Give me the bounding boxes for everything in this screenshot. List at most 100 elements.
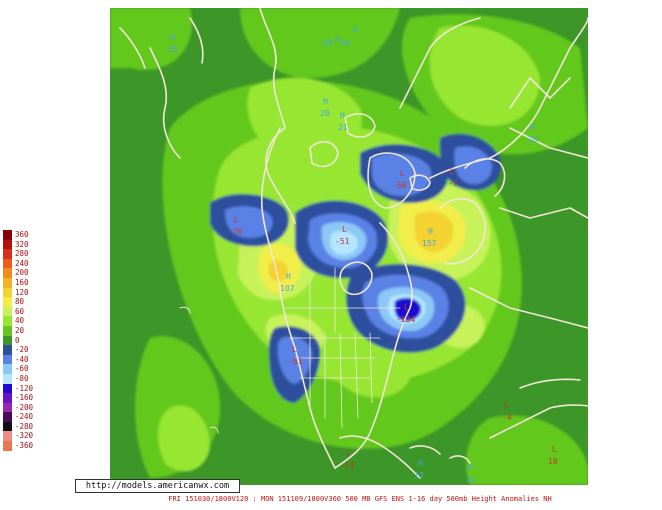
legend-label: -80 — [15, 373, 29, 383]
legend-label: 360 — [15, 230, 29, 239]
legend-swatch — [3, 316, 12, 326]
legend-label: -40 — [15, 354, 29, 364]
legend-swatch — [3, 230, 12, 240]
low-center-marker: L — [342, 225, 347, 234]
legend-entry: -360 — [3, 441, 37, 451]
color-legend: 360 320 280 240 200 160 120 80 60 40 20 0 -20 -40 -60-… — [3, 230, 37, 451]
low-center-value: -58 — [392, 181, 407, 190]
legend-label: 240 — [15, 258, 29, 268]
legend-entry: 280 — [3, 249, 37, 259]
legend-swatch — [3, 402, 12, 413]
source-credit: http://models.americanwx.com — [75, 479, 240, 493]
legend-label: -120 — [15, 383, 34, 393]
legend-swatch — [3, 335, 12, 346]
legend-entry: -20 — [3, 345, 37, 355]
legend-swatch — [3, 441, 12, 451]
legend-label: 320 — [15, 239, 29, 249]
high-center-marker: H — [340, 111, 345, 120]
legend-label: -60 — [15, 364, 29, 374]
legend-label: 280 — [15, 249, 29, 259]
low-center-value: -134 — [396, 315, 415, 324]
legend-entry: -280 — [3, 421, 37, 432]
high-center-marker: H — [530, 123, 535, 132]
legend-label: -280 — [15, 421, 34, 431]
low-center-marker: L — [400, 169, 405, 178]
legend-swatch — [3, 306, 12, 317]
legend-label: 80 — [15, 297, 25, 307]
legend-swatch — [3, 287, 12, 298]
high-center-value: 26 — [528, 135, 538, 144]
low-center-value: 10 — [548, 457, 558, 466]
legend-label: -240 — [15, 412, 34, 422]
low-center-marker: L — [404, 303, 409, 312]
high-center-value: 107 — [280, 284, 295, 293]
pressure-center-labels: H 107 H 157 H 20 H 21 H 19 H 19 H 26 H 1… — [168, 25, 558, 484]
legend-entry: 240 — [3, 258, 37, 269]
anomaly-contours — [110, 8, 588, 485]
legend-entry: 40 — [3, 316, 37, 326]
legend-label: -200 — [15, 402, 34, 412]
high-center-marker: H — [353, 25, 358, 34]
legend-swatch — [3, 393, 12, 403]
legend-entry: 20 — [3, 325, 37, 336]
legend-entry: 0 — [3, 335, 37, 346]
high-center-marker: H — [170, 33, 175, 42]
legend-swatch — [3, 364, 12, 374]
low-center-marker: L — [346, 449, 351, 458]
legend-label: 20 — [15, 325, 25, 335]
high-center-value: 11 — [466, 475, 476, 484]
anomaly-map: H 107 H 157 H 20 H 21 H 19 H 19 H 26 H 1… — [110, 8, 588, 485]
low-center-value: -51 — [288, 357, 303, 366]
low-center-value: -7 — [448, 179, 458, 188]
legend-entry: -60 — [3, 364, 37, 374]
legend-label: 60 — [15, 306, 25, 316]
legend-swatch — [3, 249, 12, 259]
legend-entry: -240 — [3, 412, 37, 422]
low-center-marker: L — [292, 345, 297, 354]
legend-entry: -80 — [3, 373, 37, 384]
legend-entry: 120 — [3, 287, 37, 298]
legend-swatch — [3, 373, 12, 384]
low-center-marker: L — [450, 167, 455, 176]
legend-swatch — [3, 268, 12, 278]
legend-label: 0 — [15, 335, 20, 345]
legend-entry: 360 — [3, 230, 37, 240]
high-center-marker: H — [286, 272, 291, 281]
coastlines — [119, 8, 588, 479]
legend-swatch — [3, 277, 12, 288]
high-center-value: 13 — [414, 471, 424, 480]
high-center-value: 19 — [322, 39, 332, 48]
legend-entry: -40 — [3, 354, 37, 365]
low-center-value: -4 — [502, 413, 512, 422]
legend-label: -20 — [15, 345, 29, 355]
low-center-value: -76 — [228, 227, 243, 236]
legend-swatch — [3, 325, 12, 336]
legend-entry: 200 — [3, 268, 37, 278]
legend-entry: -200 — [3, 402, 37, 413]
high-center-marker: H — [418, 459, 423, 468]
map-caption: FRI 151030/1800V120 : MON 151109/1800V36… — [168, 495, 552, 503]
legend-swatch — [3, 345, 12, 355]
high-center-value: 21 — [338, 123, 348, 132]
legend-entry: -120 — [3, 383, 37, 394]
legend-entry: 160 — [3, 277, 37, 288]
legend-swatch — [3, 431, 12, 442]
legend-label: 200 — [15, 268, 29, 278]
legend-swatch — [3, 383, 12, 394]
low-center-value: -51 — [335, 237, 350, 246]
legend-swatch — [3, 239, 12, 250]
legend-swatch — [3, 412, 12, 422]
legend-swatch — [3, 258, 12, 269]
low-center-marker: L — [234, 215, 239, 224]
high-center-value: 20 — [320, 109, 330, 118]
high-center-value: 157 — [422, 239, 437, 248]
legend-entry: -320 — [3, 431, 37, 442]
low-center-value: -13 — [340, 461, 355, 470]
high-center-marker: H — [428, 227, 433, 236]
legend-entry: 80 — [3, 297, 37, 307]
high-center-marker: H — [323, 97, 328, 106]
legend-entry: 60 — [3, 306, 37, 317]
high-center-value: 25 — [168, 45, 178, 54]
legend-label: -160 — [15, 393, 34, 403]
legend-entry: 320 — [3, 239, 37, 250]
